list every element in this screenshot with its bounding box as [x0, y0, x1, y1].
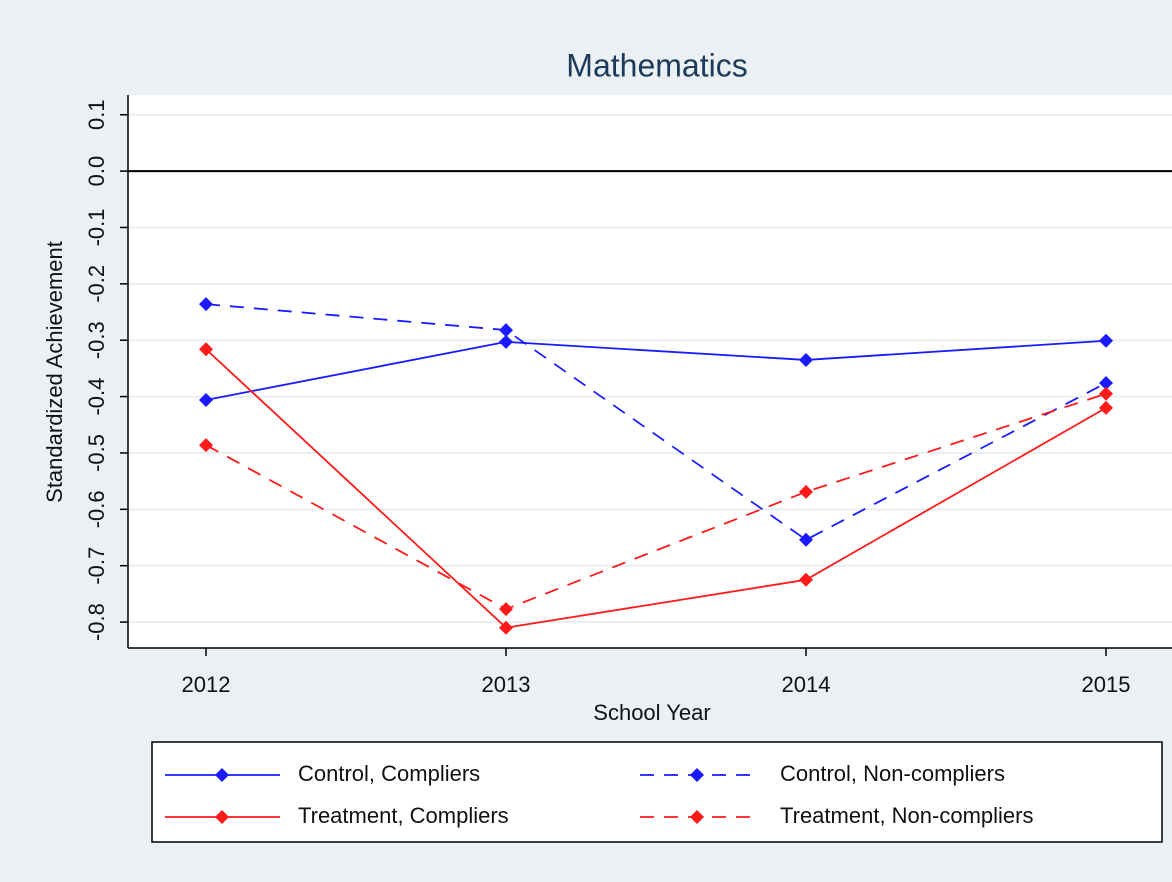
marker [799, 352, 813, 367]
y-tick-label: -0.6 [84, 490, 109, 528]
y-tick-label: -0.5 [84, 434, 109, 472]
y-tick-label: -0.8 [84, 603, 109, 641]
legend-marker [215, 810, 229, 824]
marker [799, 484, 813, 499]
y-tick-label: -0.3 [84, 321, 109, 359]
y-tick-label: -0.4 [84, 378, 109, 416]
legend-label: Treatment, Compliers [298, 803, 509, 828]
marker [199, 438, 213, 453]
marker [799, 532, 813, 547]
series-line [205, 392, 1107, 611]
legend-marker [215, 768, 229, 782]
legend-label: Treatment, Non-compliers [780, 803, 1033, 828]
x-tick-label: 2012 [182, 672, 231, 697]
marker [499, 602, 513, 617]
legend-label: Control, Non-compliers [780, 761, 1005, 786]
marker [1099, 386, 1113, 401]
x-tick-label: 2015 [1082, 672, 1131, 697]
y-tick-label: 0.1 [84, 99, 109, 130]
y-axis-label: Standardized Achievement [42, 241, 67, 503]
y-tick-label: 0.0 [84, 156, 109, 187]
marker [499, 323, 513, 338]
marker [199, 392, 213, 407]
x-tick-label: 2013 [482, 672, 531, 697]
series-line [205, 339, 1107, 401]
marker [1099, 333, 1113, 348]
marker [499, 620, 513, 635]
y-tick-label: -0.2 [84, 265, 109, 303]
legend-marker [690, 768, 704, 782]
chart-title: Mathematics [566, 47, 747, 83]
x-tick-label: 2014 [782, 672, 831, 697]
x-axis-label: School Year [593, 700, 710, 725]
marker [199, 342, 213, 357]
marker [199, 297, 213, 312]
plot-area [128, 95, 1172, 648]
y-tick-label: -0.7 [84, 547, 109, 585]
legend [151, 741, 1163, 843]
marker [1099, 400, 1113, 415]
marker [499, 334, 513, 349]
legend-marker [690, 810, 704, 824]
series-line [205, 303, 1107, 541]
series-line [205, 348, 1107, 629]
marker [1099, 376, 1113, 391]
legend-label: Control, Compliers [298, 761, 480, 786]
y-tick-label: -0.1 [84, 209, 109, 247]
marker [799, 572, 813, 587]
